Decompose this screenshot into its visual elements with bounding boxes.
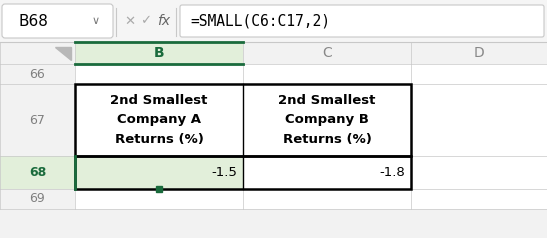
Text: -1.5: -1.5 xyxy=(211,166,237,179)
Bar xyxy=(0,64,75,84)
Text: 2nd Smallest
Company A
Returns (%): 2nd Smallest Company A Returns (%) xyxy=(110,94,208,145)
Bar xyxy=(243,84,411,156)
Bar xyxy=(0,189,75,209)
Bar xyxy=(243,189,411,209)
Text: B68: B68 xyxy=(19,14,49,29)
Text: fx: fx xyxy=(158,14,171,28)
Bar xyxy=(243,64,411,84)
Text: B: B xyxy=(154,46,164,60)
Bar xyxy=(75,64,243,84)
Bar xyxy=(75,84,243,156)
Polygon shape xyxy=(55,47,71,60)
Bar xyxy=(75,84,411,156)
Bar xyxy=(411,42,547,64)
Bar xyxy=(75,42,243,64)
Text: 67: 67 xyxy=(30,114,45,127)
Text: -1.8: -1.8 xyxy=(379,166,405,179)
Text: ✕: ✕ xyxy=(124,15,136,28)
Bar xyxy=(0,156,75,189)
Text: 66: 66 xyxy=(30,68,45,80)
Text: ✓: ✓ xyxy=(141,15,152,28)
Text: D: D xyxy=(474,46,485,60)
Bar xyxy=(243,156,411,189)
Bar xyxy=(411,156,547,189)
Text: =SMALL(C6:C17,2): =SMALL(C6:C17,2) xyxy=(190,14,330,29)
Bar xyxy=(411,84,547,156)
Bar xyxy=(243,42,411,64)
Bar xyxy=(0,0,547,42)
Text: ∨: ∨ xyxy=(92,16,100,26)
Text: 69: 69 xyxy=(30,193,45,205)
Text: 2nd Smallest
Company B
Returns (%): 2nd Smallest Company B Returns (%) xyxy=(278,94,376,145)
Bar xyxy=(0,42,547,64)
Bar xyxy=(0,84,75,156)
FancyBboxPatch shape xyxy=(2,4,113,38)
Text: 68: 68 xyxy=(29,166,46,179)
Bar xyxy=(75,189,243,209)
Bar xyxy=(411,189,547,209)
Bar xyxy=(75,156,411,189)
Text: C: C xyxy=(322,46,332,60)
FancyBboxPatch shape xyxy=(180,5,544,37)
Bar xyxy=(75,156,243,189)
Bar xyxy=(411,64,547,84)
